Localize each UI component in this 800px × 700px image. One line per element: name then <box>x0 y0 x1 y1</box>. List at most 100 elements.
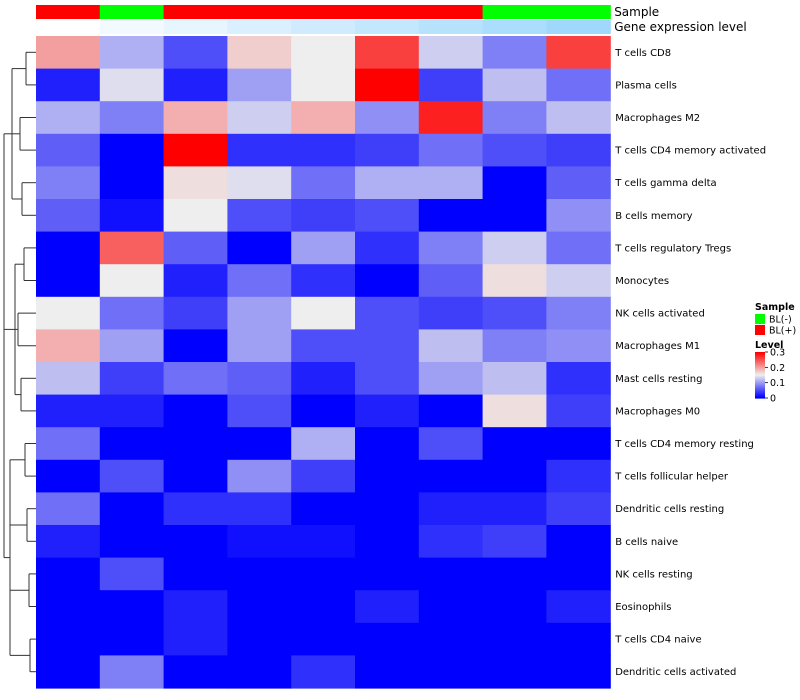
colorbar-segment <box>755 355 765 357</box>
heatmap-cell <box>482 36 547 70</box>
heatmap-cell <box>546 655 611 689</box>
row-label: NK cells resting <box>615 569 692 580</box>
heatmap-cell <box>99 296 165 330</box>
heatmap-cell <box>291 329 356 363</box>
heatmap-cell <box>418 133 484 167</box>
heatmap-cell <box>36 166 101 200</box>
heatmap-cell <box>291 525 356 559</box>
row-label: Macrophages M2 <box>615 113 700 124</box>
colorbar-segment <box>755 359 765 361</box>
annotation-cell <box>163 5 228 19</box>
heatmap-cell <box>482 525 547 559</box>
row-label: Macrophages M0 <box>615 406 700 417</box>
heatmap-cell <box>355 655 420 689</box>
heatmap-cell <box>482 492 547 526</box>
heatmap-cell <box>227 101 292 135</box>
heatmap-cell <box>291 68 356 102</box>
heatmap-cell <box>227 166 292 200</box>
heatmap-cell <box>227 590 292 624</box>
annotation-cell <box>418 20 484 34</box>
colorbar-tick-label: 0 <box>770 394 776 405</box>
heatmap-cell <box>355 68 420 102</box>
heatmap-cell <box>355 329 420 363</box>
heatmap-cell <box>418 36 484 70</box>
colorbar-segment <box>755 358 765 360</box>
heatmap-cell <box>291 394 356 428</box>
heatmap-cell <box>291 362 356 396</box>
colorbar-segment <box>755 352 765 354</box>
annotation-cell <box>291 5 356 19</box>
colorbar-segment <box>755 386 765 388</box>
heatmap-cell <box>355 427 420 461</box>
colorbar-tick-label: 0.1 <box>770 378 785 389</box>
row-label: T cells CD4 naive <box>614 635 701 646</box>
heatmap-cell <box>546 264 611 298</box>
legend-entry-label: BL(+) <box>769 326 796 337</box>
heatmap-cell <box>163 525 228 559</box>
heatmap-cell <box>546 622 611 656</box>
heatmap-cell <box>99 459 165 493</box>
row-label: T cells CD8 <box>614 48 671 59</box>
heatmap-cell <box>418 296 484 330</box>
heatmap-cell <box>36 68 101 102</box>
heatmap-cell <box>291 459 356 493</box>
heatmap-cell <box>99 199 165 233</box>
row-label: Dendritic cells resting <box>615 504 724 515</box>
heatmap-cell <box>36 394 101 428</box>
colorbar-segment <box>755 369 765 371</box>
heatmap-cell <box>418 166 484 200</box>
heatmap-cell <box>546 557 611 591</box>
heatmap-cell <box>355 590 420 624</box>
colorbar-segment <box>755 396 765 398</box>
heatmap-cell <box>36 622 101 656</box>
heatmap-cell <box>163 427 228 461</box>
heatmap-cell <box>99 622 165 656</box>
colorbar-segment <box>755 380 765 382</box>
colorbar-segment <box>755 392 765 394</box>
heatmap-cell <box>482 329 547 363</box>
heatmap-cell <box>418 362 484 396</box>
heatmap-cell <box>227 68 292 102</box>
heatmap-cell <box>291 590 356 624</box>
legend-level-title: Level <box>755 340 783 351</box>
heatmap-cell <box>227 394 292 428</box>
heatmap-cell <box>482 296 547 330</box>
heatmap-cell <box>36 362 101 396</box>
heatmap-cell <box>227 296 292 330</box>
heatmap-cell <box>99 329 165 363</box>
colorbar-segment <box>755 373 765 375</box>
annotation-cell <box>291 20 356 34</box>
row-label: Dendritic cells activated <box>615 667 736 678</box>
heatmap-cell <box>418 231 484 265</box>
heatmap-cell <box>163 166 228 200</box>
colorbar-segment <box>755 362 765 364</box>
heatmap-cell <box>418 199 484 233</box>
heatmap-cell <box>291 427 356 461</box>
heatmap-cell <box>227 525 292 559</box>
heatmap-cell <box>546 459 611 493</box>
heatmap-cell <box>227 459 292 493</box>
heatmap-cell <box>36 133 101 167</box>
colorbar-tick-label: 0.2 <box>770 363 785 374</box>
legend-sample-title: Sample <box>755 302 795 313</box>
heatmap-cell <box>163 557 228 591</box>
colorbar-segment <box>755 368 765 370</box>
row-label: B cells naive <box>615 537 678 548</box>
legend-swatch <box>755 314 765 324</box>
heatmap-cell <box>36 492 101 526</box>
heatmap-cell <box>482 557 547 591</box>
colorbar-segment <box>755 394 765 396</box>
row-label: Plasma cells <box>615 80 677 91</box>
heatmap-cell <box>163 296 228 330</box>
heatmap-cell <box>36 459 101 493</box>
heatmap-cell <box>227 264 292 298</box>
heatmap-cell <box>36 557 101 591</box>
heatmap-cell <box>546 394 611 428</box>
colorbar-segment <box>755 366 765 368</box>
heatmap-cell <box>36 101 101 135</box>
heatmap-cell <box>546 36 611 70</box>
heatmap-cell <box>99 492 165 526</box>
heatmap-cell <box>291 655 356 689</box>
heatmap-cell <box>355 166 420 200</box>
row-label: Macrophages M1 <box>615 341 700 352</box>
